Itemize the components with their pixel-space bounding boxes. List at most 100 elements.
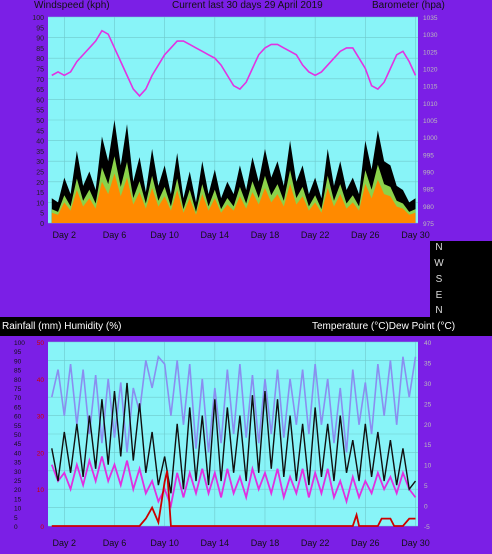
humidity-tick-label: 60 <box>14 414 22 421</box>
y-left-tick-label: 95 <box>36 25 44 32</box>
rain-tick-label: 40 <box>37 377 45 384</box>
humidity-tick-label: 85 <box>14 368 22 375</box>
humidity-tick-label: 65 <box>14 404 22 411</box>
y-right-tick-label: 1035 <box>423 15 438 22</box>
y-left-tick-label: 65 <box>36 87 44 94</box>
x-tick-label: Day 6 <box>103 230 127 240</box>
y-left-tick-label: 100 <box>32 15 44 22</box>
temp-tick-label: 35 <box>424 360 432 367</box>
direction-n-bottom-label: N <box>435 305 443 316</box>
lower-x-tick-label: Day 6 <box>103 538 127 548</box>
rain-tick-label: 20 <box>37 450 45 457</box>
humidity-tick-label: 10 <box>14 506 22 513</box>
wind-avg-orange-area <box>51 173 416 223</box>
y-right-tick-label: 995 <box>423 152 434 159</box>
y-left-tick-label: 75 <box>36 67 44 74</box>
x-tick-label: Day 22 <box>301 230 330 240</box>
x-tick-label: Day 10 <box>150 230 179 240</box>
temp-tick-label: 40 <box>424 340 432 347</box>
humidity-tick-label: 40 <box>14 450 22 457</box>
y-right-tick-label: 980 <box>423 204 434 211</box>
temp-tick-label: -5 <box>424 524 430 531</box>
humidity-tick-label: 80 <box>14 377 22 384</box>
rain-tick-label: 10 <box>37 487 45 494</box>
y-right-tick-label: 1005 <box>423 118 438 125</box>
direction-n-top-label: N <box>435 242 443 253</box>
x-tick-label: Day 26 <box>351 230 380 240</box>
y-left-tick-label: 40 <box>36 139 44 146</box>
humidity-tick-label: 0 <box>14 524 18 531</box>
humidity-tick-label: 15 <box>14 496 22 503</box>
temp-tick-label: 20 <box>424 422 432 429</box>
y-left-tick-label: 55 <box>36 108 44 115</box>
humidity-tick-label: 50 <box>14 432 22 439</box>
x-tick-label: Day 2 <box>53 230 77 240</box>
chart-title: Current last 30 days 29 April 2019 <box>172 0 323 11</box>
barometer-line <box>51 29 417 98</box>
temp-tick-label: 30 <box>424 381 432 388</box>
y-left-tick-label: 70 <box>36 77 44 84</box>
temperature-line <box>51 382 417 494</box>
top-header <box>0 0 492 13</box>
y-left-tick-label: 85 <box>36 46 44 53</box>
x-tick-label: Day 30 <box>401 230 430 240</box>
y-left-tick-label: 35 <box>36 149 44 156</box>
x-tick-label: Day 18 <box>251 230 280 240</box>
y-right-tick-label: 990 <box>423 170 434 177</box>
y-left-tick-label: 80 <box>36 56 44 63</box>
lower-x-tick-label: Day 18 <box>251 538 280 548</box>
y-right-tick-label: 1015 <box>423 84 438 91</box>
humidity-tick-label: 100 <box>14 340 25 347</box>
y-left-tick-label: 5 <box>40 211 44 218</box>
lower-x-tick-label: Day 2 <box>53 538 77 548</box>
y-right-tick-label: 1020 <box>423 67 438 74</box>
temp-tick-label: 15 <box>424 442 432 449</box>
rain-tick-label: 30 <box>37 414 45 421</box>
rainfall-line <box>51 470 416 527</box>
humidity-tick-label: 70 <box>14 395 22 402</box>
temp-tick-label: 25 <box>424 401 432 408</box>
rain-tick-label: 50 <box>37 340 45 347</box>
rain-humidity-axis-title: Rainfall (mm) Humidity (%) <box>2 321 122 332</box>
y-left-tick-label: 20 <box>36 180 44 187</box>
y-left-tick-label: 60 <box>36 97 44 104</box>
humidity-tick-label: 90 <box>14 358 22 365</box>
humidity-tick-label: 35 <box>14 460 22 467</box>
wind-direction-panel <box>0 241 430 317</box>
y-right-tick-label: 975 <box>423 221 434 228</box>
y-left-tick-label: 0 <box>40 221 44 228</box>
lower-x-tick-label: Day 14 <box>201 538 230 548</box>
humidity-tick-label: 20 <box>14 487 22 494</box>
temp-tick-label: 0 <box>424 504 428 511</box>
humidity-tick-label: 95 <box>14 349 22 356</box>
temperature-dewpoint-axis-title: Temperature (°C)Dew Point (°C) <box>312 321 456 332</box>
y-right-tick-label: 985 <box>423 187 434 194</box>
direction-w-label: W <box>434 258 444 269</box>
y-left-tick-label: 45 <box>36 128 44 135</box>
humidity-tick-label: 55 <box>14 423 22 430</box>
humidity-tick-label: 30 <box>14 469 22 476</box>
humidity-tick-label: 25 <box>14 478 22 485</box>
windspeed-axis-title: Windspeed (kph) <box>34 0 110 11</box>
lower-x-tick-label: Day 22 <box>301 538 330 548</box>
lower-x-tick-label: Day 10 <box>150 538 179 548</box>
temp-tick-label: 10 <box>424 463 432 470</box>
barometer-axis-title: Barometer (hpa) <box>372 0 445 11</box>
y-left-tick-label: 30 <box>36 159 44 166</box>
rain-tick-label: 0 <box>40 524 44 531</box>
x-tick-label: Day 14 <box>201 230 230 240</box>
y-right-tick-label: 1025 <box>423 49 438 56</box>
y-left-tick-label: 15 <box>36 190 44 197</box>
y-left-tick-label: 10 <box>36 200 44 207</box>
humidity-tick-label: 5 <box>14 515 18 522</box>
dewpoint-line <box>50 456 417 509</box>
lower-x-tick-label: Day 30 <box>401 538 430 548</box>
direction-e-label: E <box>435 290 443 301</box>
humidity-tick-label: 75 <box>14 386 22 393</box>
lower-x-tick-label: Day 26 <box>351 538 380 548</box>
y-right-tick-label: 1010 <box>423 101 438 108</box>
y-left-tick-label: 90 <box>36 36 44 43</box>
humidity-tick-label: 45 <box>14 441 22 448</box>
y-left-tick-label: 25 <box>36 170 44 177</box>
